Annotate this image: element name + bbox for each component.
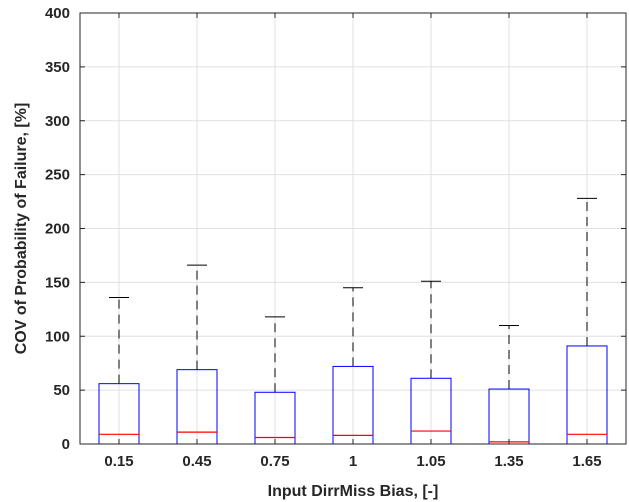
x-tick-label: 0.75 — [260, 453, 289, 470]
y-axis-ticks: 0 50 100 150 200 250 300 350 400 — [45, 5, 626, 453]
x-tick-label: 0.45 — [182, 453, 211, 470]
y-tick-label: 300 — [45, 113, 70, 130]
x-tick-label: 1.05 — [416, 453, 445, 470]
grid-lines — [80, 12, 626, 445]
y-tick-label: 0 — [62, 436, 70, 453]
x-axis-ticks: 0.15 0.45 0.75 1 1.05 1.35 1.65 — [104, 13, 602, 470]
x-tick-label: 1 — [349, 453, 357, 470]
y-tick-label: 200 — [45, 221, 70, 238]
y-tick-label: 250 — [45, 167, 70, 184]
y-tick-label: 50 — [53, 382, 70, 399]
x-tick-label: 0.15 — [104, 453, 133, 470]
x-tick-label: 1.65 — [572, 453, 601, 470]
y-tick-label: 350 — [45, 59, 70, 76]
y-tick-label: 100 — [45, 328, 70, 345]
x-tick-label: 1.35 — [494, 453, 523, 470]
x-axis-title: Input DirrMiss Bias, [-] — [268, 483, 439, 500]
y-axis-title: COV of Probability of Failure, [%] — [13, 103, 30, 355]
y-tick-label: 150 — [45, 274, 70, 291]
y-tick-label: 400 — [45, 5, 70, 22]
